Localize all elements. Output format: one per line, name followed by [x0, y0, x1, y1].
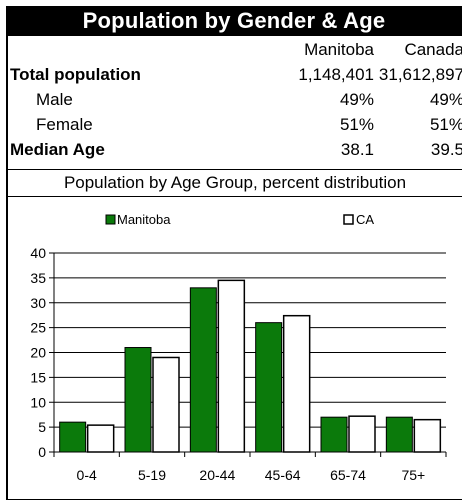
y-tick-label: 35: [30, 270, 46, 286]
bar-manitoba-5-19: [124, 347, 152, 453]
bar-ca-65-74: [348, 415, 376, 453]
legend-label-ca: CA: [356, 212, 374, 227]
row-label: Total population: [10, 65, 141, 84]
bar-ca-75+: [413, 418, 442, 453]
bar-manitoba-20-44: [189, 287, 217, 453]
y-tick-label: 10: [30, 394, 46, 410]
x-tick-label: 65-74: [330, 467, 366, 483]
y-tick-label: 40: [30, 245, 46, 261]
value-manitoba: 1,148,401: [298, 65, 374, 84]
value-canada: 49%: [429, 90, 462, 109]
value-manitoba: 49%: [339, 90, 374, 109]
bars: [59, 279, 442, 453]
column-header-canada: Canada: [404, 40, 462, 59]
y-tick-label: 0: [38, 444, 46, 460]
bar-manitoba-45-64: [255, 322, 283, 453]
bar-manitoba-0-4: [59, 421, 87, 453]
bar-ca-5-19: [152, 356, 180, 453]
gridlines: [54, 252, 446, 428]
value-canada: 39.5: [430, 140, 462, 159]
x-tick-label: 75+: [401, 467, 425, 483]
table-row-female: Female 51% 51%: [8, 112, 462, 137]
divider-bottom: [6, 196, 462, 197]
y-axis: 0 5 10 15 20 25 30 35 40: [30, 245, 55, 460]
legend: Manitoba CA: [105, 212, 374, 227]
row-label: Median Age: [10, 140, 105, 159]
bar-ca-0-4: [86, 424, 115, 453]
legend-label-manitoba: Manitoba: [117, 212, 171, 227]
y-tick-label: 15: [30, 369, 46, 385]
y-tick-label: 5: [38, 419, 46, 435]
column-header-row: Manitoba Canada: [8, 37, 462, 62]
value-manitoba: 38.1: [340, 140, 374, 159]
panel-frame: [6, 6, 462, 500]
y-tick-label: 25: [30, 320, 46, 336]
value-canada: 51%: [429, 115, 462, 134]
x-tick-label: 45-64: [265, 467, 301, 483]
column-header-manitoba: Manitoba: [304, 40, 374, 59]
legend-swatch-manitoba: [105, 214, 116, 225]
divider-top: [6, 169, 462, 170]
legend-swatch-ca: [343, 214, 354, 225]
value-canada: 31,612,897: [378, 65, 462, 84]
y-tick-label: 30: [30, 295, 46, 311]
y-tick-label: 20: [30, 345, 46, 361]
x-tick-label: 20-44: [199, 467, 235, 483]
x-axis: 0-4 5-19 20-44 45-64 65-74 75+: [53, 451, 447, 483]
bar-ca-45-64: [282, 314, 311, 453]
x-tick-label: 5-19: [138, 467, 166, 483]
table-row-median-age: Median Age 38.1 39.5: [8, 137, 462, 162]
row-label: Male: [36, 90, 73, 109]
row-label: Female: [36, 115, 93, 134]
value-manitoba: 51%: [339, 115, 374, 134]
panel-title: Population by Gender & Age: [6, 6, 462, 36]
bar-manitoba-65-74: [320, 416, 348, 453]
x-tick-label: 0-4: [77, 467, 97, 483]
bar-ca-20-44: [217, 279, 246, 453]
bar-manitoba-75+: [385, 416, 413, 453]
table-row-total-population: Total population 1,148,401 31,612,897: [8, 62, 462, 87]
table-row-male: Male 49% 49%: [8, 87, 462, 112]
chart-title: Population by Age Group, percent distrib…: [63, 173, 407, 192]
